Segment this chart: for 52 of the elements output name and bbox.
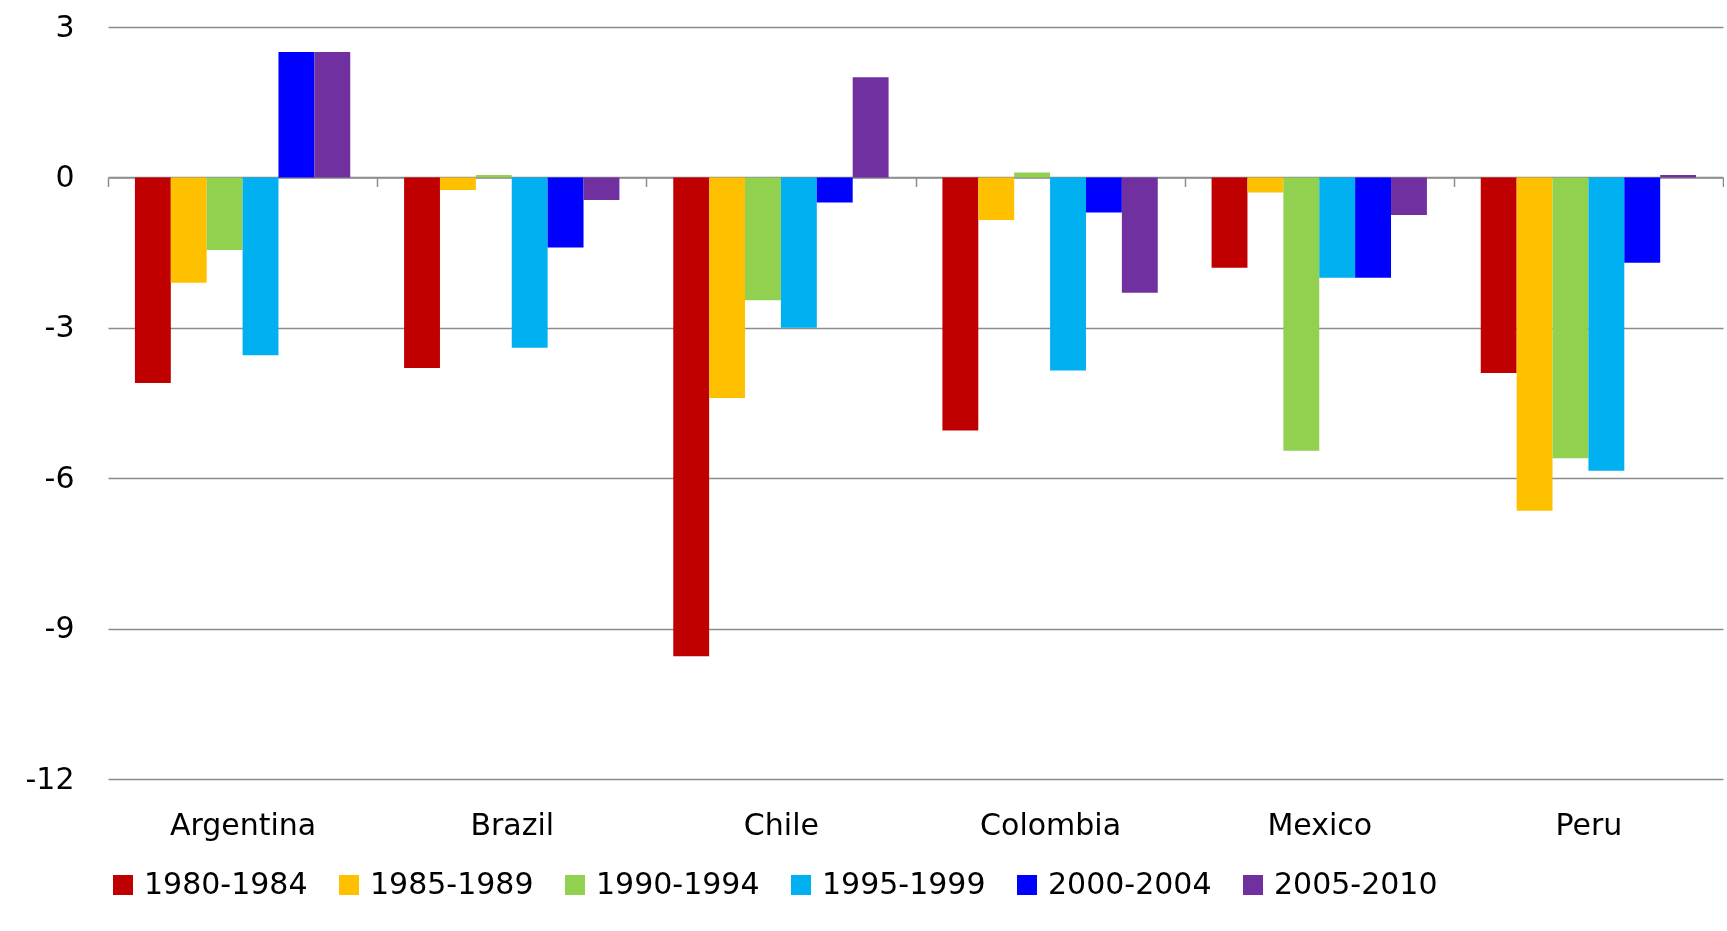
legend-label: 2005-2010 (1274, 866, 1438, 901)
bar (547, 177, 584, 248)
bar (1085, 177, 1122, 213)
x-tick-label: Brazil (470, 806, 555, 842)
bar (404, 177, 440, 368)
x-tick-label: Chile (743, 806, 819, 842)
bar (780, 177, 817, 328)
y-tick-label: 0 (55, 158, 75, 194)
bar (583, 177, 620, 200)
bar (1319, 177, 1356, 278)
bar (1283, 177, 1320, 451)
bar (1211, 177, 1248, 268)
bar (511, 177, 548, 348)
y-tick-label: 3 (55, 8, 75, 44)
bar (242, 177, 279, 356)
legend-label: 2000-2004 (1048, 866, 1212, 901)
bar (1391, 177, 1427, 215)
y-tick-label: -12 (25, 760, 75, 796)
bar (1588, 177, 1625, 471)
legend-label: 1985-1989 (370, 866, 534, 901)
bar (709, 177, 746, 398)
bar (1355, 177, 1392, 278)
legend-label: 1980-1984 (144, 866, 308, 901)
bar (1014, 172, 1051, 178)
bar (1516, 177, 1553, 511)
legend-label: 1995-1999 (822, 866, 986, 901)
bar (1552, 177, 1589, 459)
y-tick-label: -6 (44, 459, 75, 495)
bar (1480, 177, 1517, 373)
bar (1624, 177, 1661, 263)
x-tick-label: Colombia (980, 806, 1122, 842)
bar (170, 177, 207, 283)
bar (134, 177, 171, 383)
bar (1121, 177, 1158, 293)
bar (673, 177, 710, 657)
bar (1247, 177, 1284, 193)
x-tick-label: Peru (1555, 806, 1623, 842)
bar (1050, 177, 1086, 371)
bar (978, 177, 1015, 221)
legend-label: 1990-1994 (596, 866, 760, 901)
bar (439, 177, 476, 190)
y-tick-label: -9 (44, 610, 75, 646)
bar (278, 52, 315, 178)
bar (852, 77, 889, 178)
x-tick-label: Argentina (169, 806, 317, 842)
bar (942, 177, 979, 431)
bar (816, 177, 853, 203)
y-tick-label: -3 (44, 309, 75, 345)
bar (206, 177, 243, 251)
bar (314, 52, 351, 178)
bar (745, 177, 781, 301)
x-tick-label: Mexico (1267, 806, 1373, 842)
